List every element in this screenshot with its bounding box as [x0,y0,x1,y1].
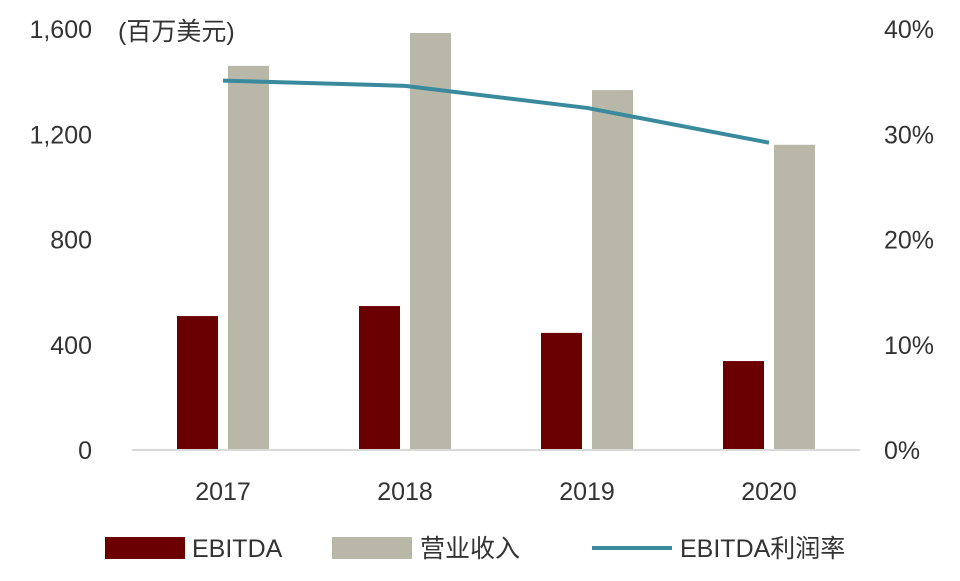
right-tick-label: 20% [884,227,934,255]
bar-revenue [774,145,815,450]
bar-ebitda [541,333,582,450]
left-tick-label: 0 [78,437,92,465]
legend-swatch-revenue [332,537,412,559]
right-tick-label: 0% [884,437,920,465]
x-tick-label: 2018 [377,478,433,506]
unit-label: (百万美元) [118,18,235,46]
line-ebitda-margin [223,81,769,143]
x-tick-label: 2019 [559,478,615,506]
right-tick-label: 30% [884,121,934,149]
legend-label-margin: EBITDA利润率 [680,535,845,563]
left-tick-label: 1,600 [29,16,92,44]
bar-revenue [592,90,633,450]
left-tick-label: 400 [50,332,92,360]
bar-ebitda [723,361,764,450]
right-tick-label: 10% [884,332,934,360]
bar-ebitda [359,306,400,450]
x-tick-label: 2017 [195,478,251,506]
left-tick-label: 800 [50,227,92,255]
legend-label-ebitda: EBITDA [192,535,283,563]
left-tick-label: 1,200 [29,121,92,149]
bar-ebitda [177,316,218,450]
x-tick-label: 2020 [741,478,797,506]
legend-swatch-ebitda [105,537,185,559]
legend-label-revenue: 营业收入 [420,535,520,563]
bar-revenue [228,66,269,450]
right-tick-label: 40% [884,16,934,44]
bar-revenue [410,33,451,450]
